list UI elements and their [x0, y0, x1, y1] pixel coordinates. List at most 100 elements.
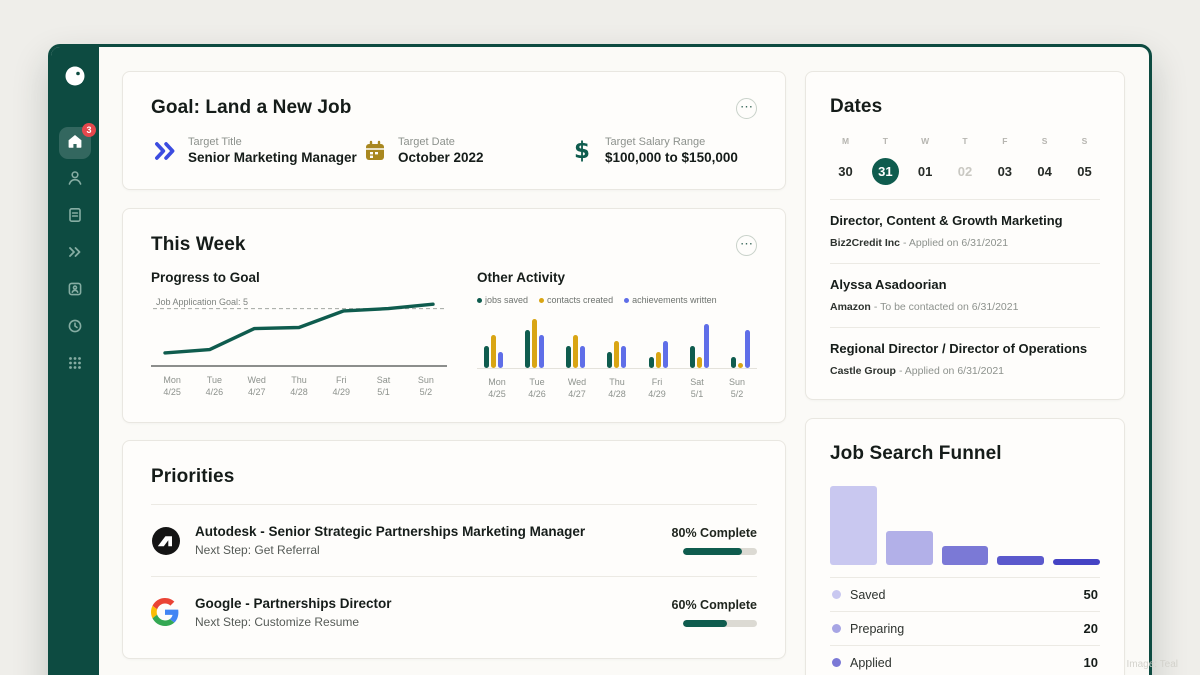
calendar-weekday: F — [1002, 136, 1008, 146]
bar-achievements-written — [580, 346, 586, 368]
this-week-menu-icon[interactable]: ⋯ — [736, 234, 757, 256]
x-axis-label: Wed 4/27 — [247, 375, 266, 398]
bar-achievements-written — [703, 324, 709, 368]
priority-title: Autodesk - Senior Strategic Partnerships… — [195, 524, 586, 540]
funnel-bar — [941, 546, 989, 565]
activity-legend: jobs saved contacts created achievements… — [477, 295, 757, 305]
goal-item-value: October 2022 — [398, 150, 484, 165]
funnel-stage-row: Saved 50 — [830, 577, 1100, 611]
activity-x-labels: Mon 4/25 Tue 4/26 Wed 4/27 Thu 4/28 Fri 4/29 Sat 5/… — [477, 376, 757, 400]
stage-dot — [832, 624, 841, 633]
goal-item-target-title: Target Title Senior Marketing Manager — [151, 136, 361, 165]
bar-group — [607, 340, 627, 368]
sidebar-item-history[interactable] — [59, 312, 91, 344]
bar-achievements-written — [498, 351, 503, 368]
calendar-day[interactable]: 05 — [1077, 164, 1092, 179]
stage-value: 10 — [1083, 655, 1098, 670]
priority-progress: 60% Complete — [639, 598, 757, 628]
activity-block-title: Other Activity — [477, 270, 566, 285]
autodesk-logo — [151, 526, 181, 556]
x-axis-label: Fri 4/29 — [648, 377, 666, 400]
priority-row-google[interactable]: Google - Partnerships Director Next Step… — [151, 576, 757, 648]
contact-card-icon — [66, 280, 84, 303]
sidebar-item-apps[interactable] — [59, 349, 91, 381]
sidebar-item-profile[interactable] — [59, 164, 91, 196]
funnel-stage-row: Preparing 20 — [830, 611, 1100, 645]
double-chevron-icon — [66, 243, 84, 266]
date-entry-note: - Applied on 6/31/2021 — [903, 237, 1009, 249]
bar-jobs-saved — [689, 346, 695, 368]
progress-block-title: Progress to Goal — [151, 270, 260, 285]
stage-label: Saved — [850, 587, 886, 602]
dates-title: Dates — [830, 96, 883, 117]
goal-card-menu-icon[interactable]: ⋯ — [736, 97, 757, 119]
date-entry-company: Amazon — [830, 301, 871, 313]
date-entry-title: Director, Content & Growth Marketing — [830, 213, 1063, 228]
sidebar-item-contacts[interactable] — [59, 275, 91, 307]
dates-card: Dates M 30 T 31 W 01 T 02 F 03 S 04 S 05 Direct… — [805, 71, 1125, 400]
main-content: Goal: Land a New Job ⋯ Target Title Seni… — [99, 47, 1149, 675]
sidebar-item-home[interactable]: 3 — [59, 123, 96, 159]
goal-item-target-salary: $ Target Salary Range $100,000 to $150,0… — [568, 136, 738, 165]
bar-jobs-saved — [484, 346, 489, 368]
x-axis-label: Mon 4/25 — [163, 375, 181, 398]
date-entry[interactable]: Director, Content & Growth Marketing Biz… — [830, 199, 1100, 263]
progress-bar-track — [683, 620, 757, 628]
calendar-day[interactable]: 04 — [1037, 164, 1052, 179]
date-entry-note: - Applied on 6/31/2021 — [898, 365, 1005, 377]
bar-achievements-written — [662, 340, 668, 368]
calendar-day[interactable]: 01 — [917, 164, 933, 179]
calendar-weekday: T — [962, 136, 968, 146]
date-entry[interactable]: Regional Director / Director of Operatio… — [830, 327, 1100, 391]
this-week-title: This Week — [151, 234, 246, 255]
calendar-day[interactable]: 30 — [838, 164, 853, 179]
goal-items: Target Title Senior Marketing Manager Ta… — [151, 136, 757, 165]
goal-item-label: Target Date — [398, 136, 455, 148]
dollar-icon: $ — [573, 137, 590, 164]
document-icon — [66, 206, 84, 229]
bar-jobs-saved — [730, 357, 736, 368]
priorities-card: Priorities Autodesk - Senior Strategic P… — [122, 440, 786, 660]
legend-item: jobs saved — [477, 295, 528, 305]
sidebar-item-forward[interactable] — [59, 238, 91, 270]
calendar-day[interactable]: 03 — [997, 164, 1013, 179]
stage-label: Preparing — [850, 621, 905, 636]
bar-jobs-saved — [607, 351, 613, 368]
legend-dot — [477, 297, 482, 303]
funnel-title: Job Search Funnel — [830, 443, 1002, 464]
bar-contacts-created — [573, 335, 579, 368]
other-activity-block: Other Activity jobs saved contacts creat… — [477, 270, 757, 400]
date-entry[interactable]: Alyssa Asadoorian Amazon - To be contacte… — [830, 263, 1100, 327]
image-credit: Image: Teal — [1126, 659, 1178, 670]
double-chevron-icon — [151, 137, 179, 165]
bar-group — [566, 335, 586, 368]
x-axis-label: Fri 4/29 — [332, 375, 351, 398]
legend-label: achievements written — [632, 295, 717, 305]
date-entry-title: Alyssa Asadoorian — [830, 277, 947, 292]
progress-bar-fill — [683, 548, 743, 556]
priority-row-autodesk[interactable]: Autodesk - Senior Strategic Partnerships… — [151, 504, 757, 576]
stage-dot — [832, 590, 841, 599]
goal-item-value: Senior Marketing Manager — [188, 150, 357, 165]
calendar-day-selected[interactable]: 31 — [871, 158, 899, 185]
sidebar-item-documents[interactable] — [59, 201, 91, 233]
priority-next-step: Next Step: Get Referral — [195, 543, 320, 558]
legend-label: jobs saved — [485, 295, 529, 305]
calendar-weekday: M — [841, 136, 850, 146]
person-icon — [66, 169, 84, 192]
date-entry-title: Regional Director / Director of Operatio… — [830, 341, 1088, 356]
x-axis-label: Thu 4/28 — [290, 375, 308, 398]
bar-group — [525, 318, 545, 368]
x-axis-label: Thu 4/28 — [608, 377, 626, 400]
goal-line-label: Job Application Goal: 5 — [156, 296, 249, 307]
calendar-day[interactable]: 02 — [957, 164, 973, 179]
other-activity-bars — [477, 311, 757, 369]
funnel-bar — [1053, 559, 1100, 565]
home-icon — [66, 132, 84, 155]
this-week-card: This Week ⋯ Progress to Goal Job Applica… — [122, 208, 786, 424]
bar-contacts-created — [655, 351, 661, 368]
calendar-weekday: S — [1081, 136, 1088, 146]
left-column: Goal: Land a New Job ⋯ Target Title Seni… — [122, 71, 786, 675]
bar-jobs-saved — [525, 329, 531, 368]
bar-contacts-created — [614, 340, 620, 368]
